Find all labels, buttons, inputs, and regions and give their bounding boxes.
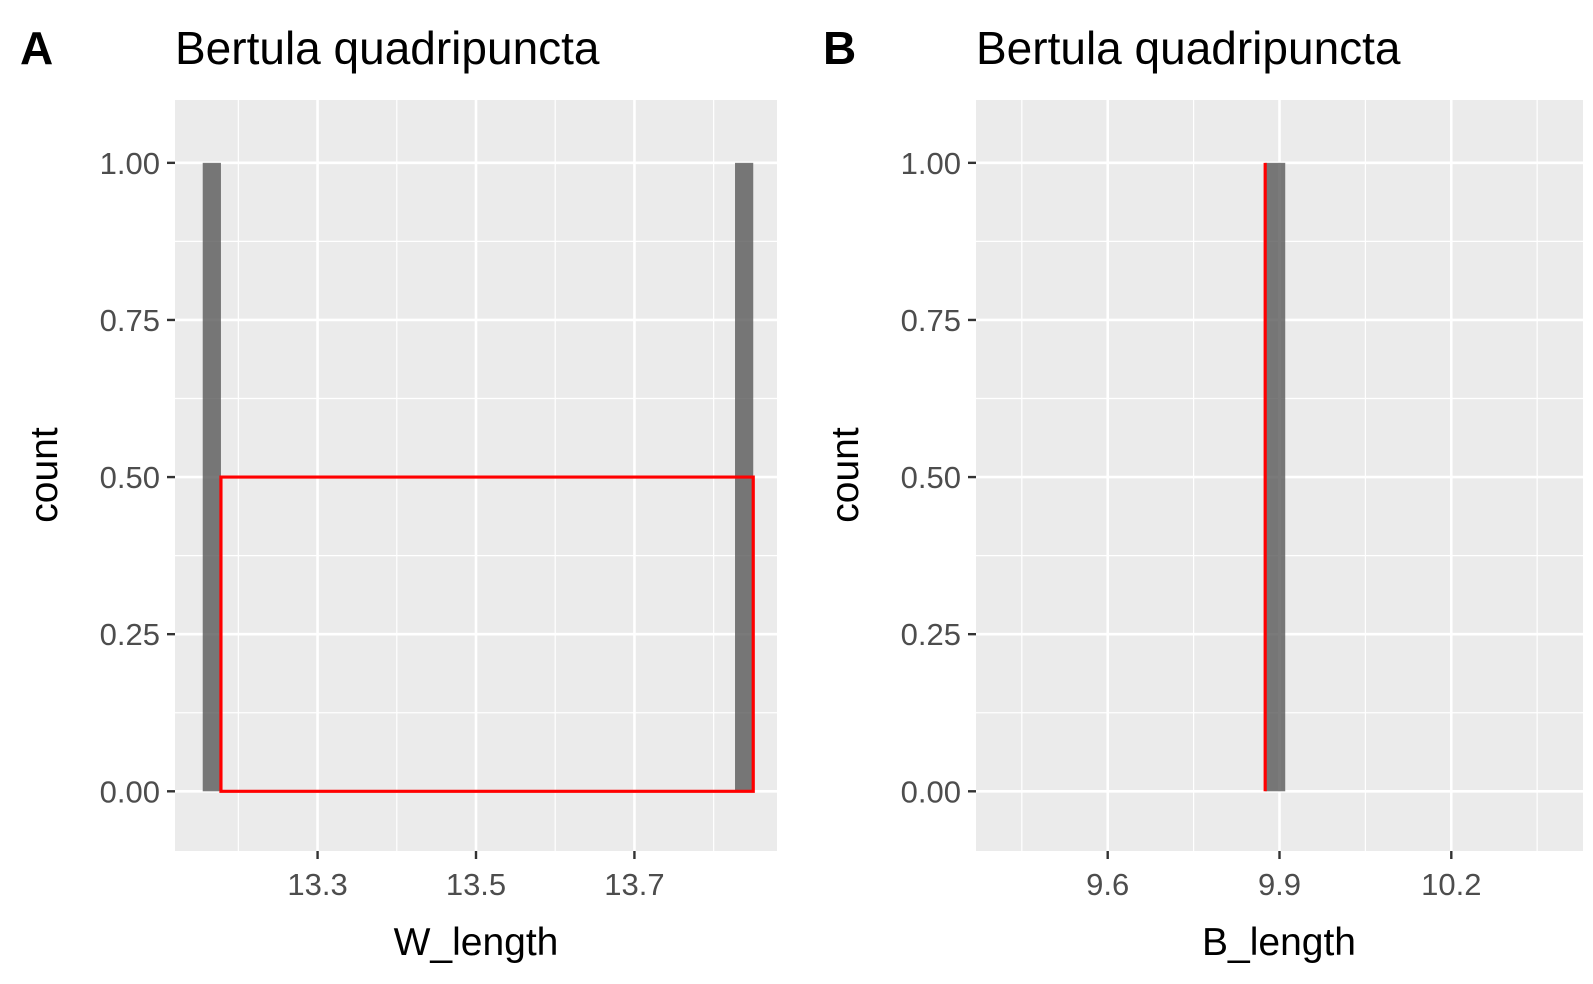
x-tick-label: 9.9 <box>1258 867 1301 902</box>
x-tick-label: 13.3 <box>287 867 347 902</box>
x-tick-label: 13.5 <box>446 867 506 902</box>
panel-tag: A <box>20 22 53 74</box>
panel-tag: B <box>823 22 856 74</box>
x-tick-label: 13.7 <box>604 867 664 902</box>
y-axis-label: count <box>824 427 867 523</box>
y-tick-label: 0.00 <box>100 774 160 809</box>
y-tick-label: 0.25 <box>901 617 961 652</box>
chart-title: Bertula quadripuncta <box>175 22 600 74</box>
x-tick-label: 10.2 <box>1421 867 1481 902</box>
y-tick-label: 0.75 <box>100 303 160 338</box>
y-tick-label: 1.00 <box>100 146 160 181</box>
panel-a: A Bertula quadripuncta 0.00 0.25 0.50 0.75 1… <box>20 22 777 964</box>
chart-title: Bertula quadripuncta <box>976 22 1401 74</box>
x-axis-ticks: 13.3 13.5 13.7 <box>287 851 665 902</box>
y-axis-ticks: 0.00 0.25 0.50 0.75 1.00 <box>100 146 175 809</box>
y-axis-ticks: 0.00 0.25 0.50 0.75 1.00 <box>901 146 976 809</box>
histogram-bar <box>202 162 221 792</box>
y-tick-label: 0.00 <box>901 774 961 809</box>
panel-b: B Bertula quadripuncta 0.00 0.25 0.50 0.75 1… <box>823 22 1583 964</box>
overlay-line <box>219 475 755 793</box>
y-tick-label: 1.00 <box>901 146 961 181</box>
y-tick-label: 0.50 <box>901 460 961 495</box>
x-axis-label: B_length <box>1202 921 1356 964</box>
overlay-step <box>219 475 755 793</box>
y-tick-label: 0.25 <box>100 617 160 652</box>
y-axis-label: count <box>23 427 66 523</box>
x-axis-ticks: 9.6 9.9 10.2 <box>1086 851 1481 902</box>
bars <box>1265 162 1286 792</box>
y-tick-label: 0.75 <box>901 303 961 338</box>
x-tick-label: 9.6 <box>1086 867 1129 902</box>
x-axis-label: W_length <box>394 921 559 964</box>
y-tick-label: 0.50 <box>100 460 160 495</box>
histogram-bar <box>1265 162 1286 792</box>
